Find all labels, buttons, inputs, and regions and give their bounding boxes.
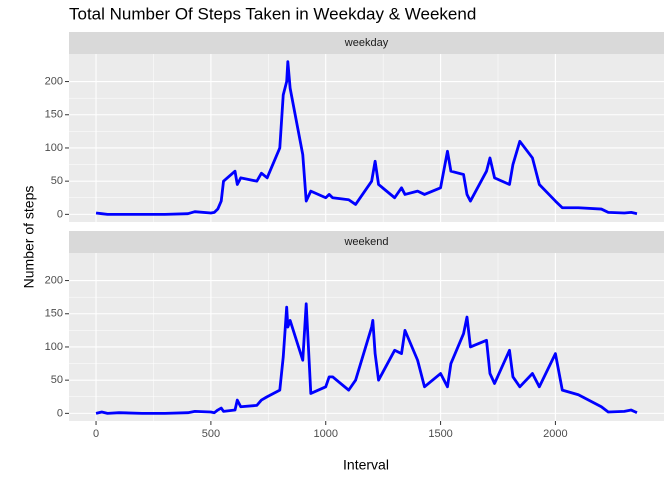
x-axis-title: Interval [343,457,389,473]
x-tick-label: 500 [202,428,220,440]
x-tick-label: 1000 [313,428,337,440]
x-tick-label: 1500 [428,428,452,440]
strip [69,32,664,54]
data-line [95,60,638,216]
y-tick-label: 50 [51,374,63,386]
chart-title: Total Number Of Steps Taken in Weekday &… [69,4,476,23]
x-tick-label: 2000 [543,428,567,440]
strip [69,231,664,253]
panel [69,54,664,222]
panel [69,253,664,421]
data-line [95,302,638,415]
y-tick-label: 0 [57,407,63,419]
y-tick-label: 150 [45,308,63,320]
y-tick-label: 200 [45,75,63,87]
y-tick-label: 0 [57,208,63,220]
strip-label: weekday [344,37,389,49]
y-tick-label: 150 [45,109,63,121]
y-tick-label: 50 [51,175,63,187]
y-axis-title: Number of steps [21,186,37,289]
y-tick-label: 100 [45,341,63,353]
y-tick-label: 100 [45,142,63,154]
strip-label: weekend [343,236,388,248]
y-tick-label: 200 [45,274,63,286]
x-tick-label: 0 [93,428,99,440]
